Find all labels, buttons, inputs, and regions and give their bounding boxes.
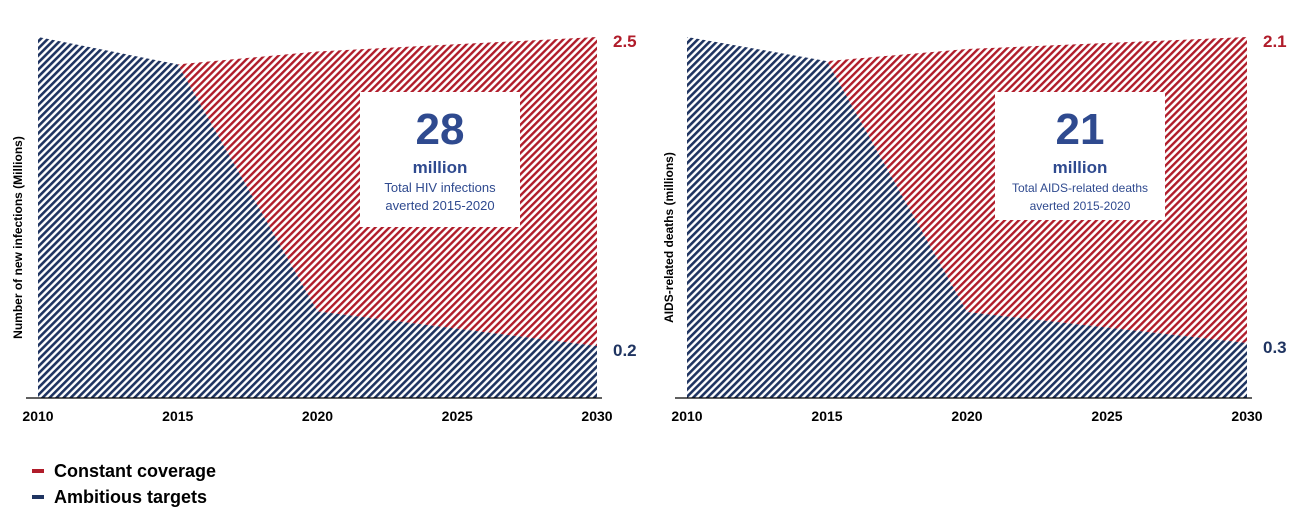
x-tick-label: 2020 (951, 408, 982, 424)
legend-item-constant-coverage: Constant coverage (32, 458, 216, 484)
ambitious-end-value: 0.2 (613, 341, 637, 360)
legend-label-constant: Constant coverage (54, 460, 217, 481)
annotation-line-1: Total AIDS-related deaths (1012, 181, 1148, 195)
legend-swatch-ambitious (32, 495, 44, 499)
aids-deaths-chart: 2010 2015 2020 2025 2030 AIDS-related deaths … (662, 32, 1287, 424)
constant-end-value: 2.1 (1263, 32, 1287, 51)
x-tick-label: 2025 (442, 408, 473, 424)
x-tick-label: 2015 (811, 408, 842, 424)
annotation-box (360, 92, 520, 227)
x-tick-label: 2025 (1091, 408, 1122, 424)
legend-label-ambitious: Ambitious targets (54, 486, 208, 507)
ambitious-targets-area (38, 37, 597, 398)
x-tick-label: 2010 (22, 408, 53, 424)
y-axis-label: AIDS-related deaths (millions) (662, 152, 676, 323)
annotation-box (995, 92, 1165, 220)
legend-item-ambitious-targets: Ambitious targets (32, 484, 216, 510)
x-tick-label: 2015 (162, 408, 193, 424)
annotation-number: 21 (1056, 105, 1105, 154)
constant-end-value: 2.5 (613, 32, 637, 51)
y-axis-label: Number of new infections (Millions) (11, 136, 25, 339)
annotation-unit: million (1053, 158, 1108, 177)
annotation-line-1: Total HIV infections (384, 180, 496, 195)
x-tick-label: 2030 (581, 408, 612, 424)
ambitious-targets-area (687, 37, 1247, 398)
x-tick-label: 2010 (671, 408, 702, 424)
legend: Constant coverage Ambitious targets (32, 458, 216, 510)
annotation-number: 28 (416, 105, 465, 154)
annotation-unit: million (413, 158, 468, 177)
legend-swatch-constant (32, 469, 44, 473)
new-infections-chart: 2010 2015 2020 2025 2030 Number of new infect… (11, 32, 637, 424)
x-tick-label: 2020 (302, 408, 333, 424)
x-tick-label: 2030 (1231, 408, 1262, 424)
ambitious-end-value: 0.3 (1263, 338, 1287, 357)
annotation-line-2: averted 2015-2020 (1030, 199, 1131, 213)
annotation-line-2: averted 2015-2020 (385, 198, 494, 213)
